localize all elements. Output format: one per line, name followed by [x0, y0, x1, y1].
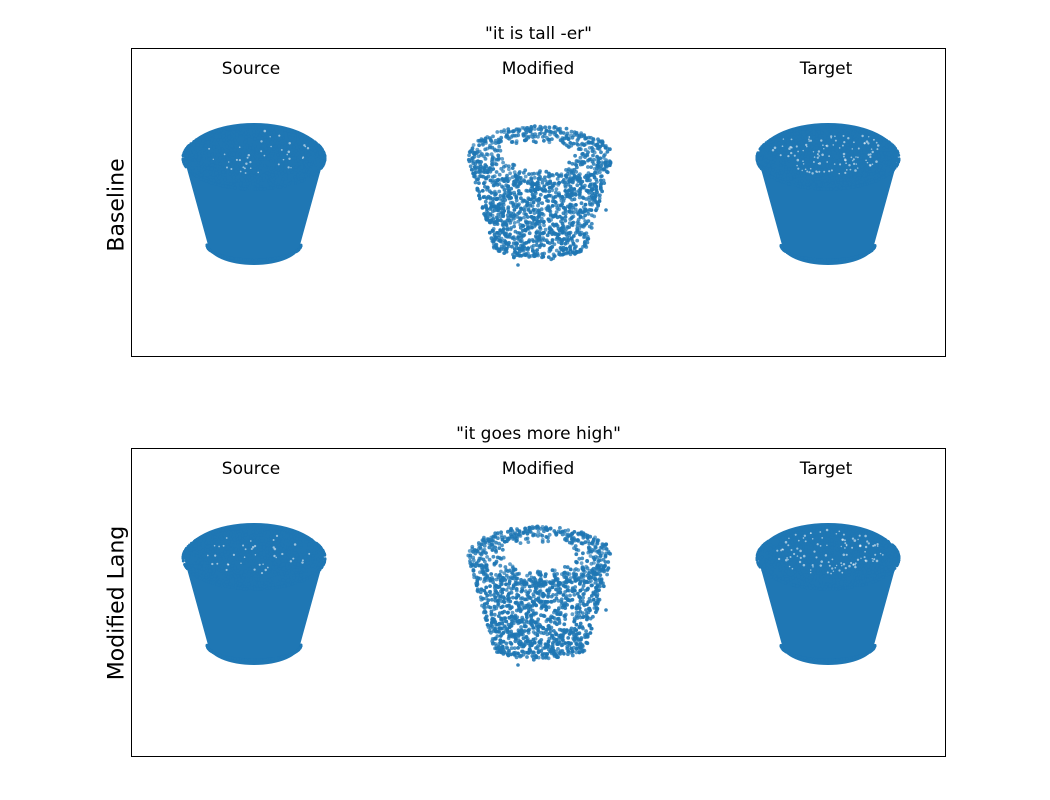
- panel-2-axis-tick: [131, 482, 132, 722]
- panel-2-col-label-source: Source: [221, 459, 281, 479]
- panel-1-row-label: Baseline: [104, 158, 130, 252]
- panel-2-title: "it goes more high": [456, 424, 621, 444]
- point-cloud-source-2: [181, 523, 327, 665]
- panel-1-col-label-source: Source: [221, 59, 281, 79]
- panel-2-col-label-target: Target: [799, 459, 853, 479]
- panel-1-axis-tick: [131, 82, 132, 322]
- point-cloud-target-1: [755, 123, 901, 265]
- panel-2-col-label-modified: Modified: [501, 459, 575, 479]
- panel-1-title: "it is tall -er": [485, 24, 592, 44]
- point-cloud-modified-2: [466, 524, 613, 667]
- point-cloud-target-2: [755, 523, 901, 665]
- panel-2-row-label: Modified Lang: [104, 525, 130, 681]
- panel-1-col-label-target: Target: [799, 59, 853, 79]
- point-cloud-modified-1: [466, 124, 613, 267]
- panel-1-col-label-modified: Modified: [501, 59, 575, 79]
- point-cloud-source-1: [181, 123, 327, 265]
